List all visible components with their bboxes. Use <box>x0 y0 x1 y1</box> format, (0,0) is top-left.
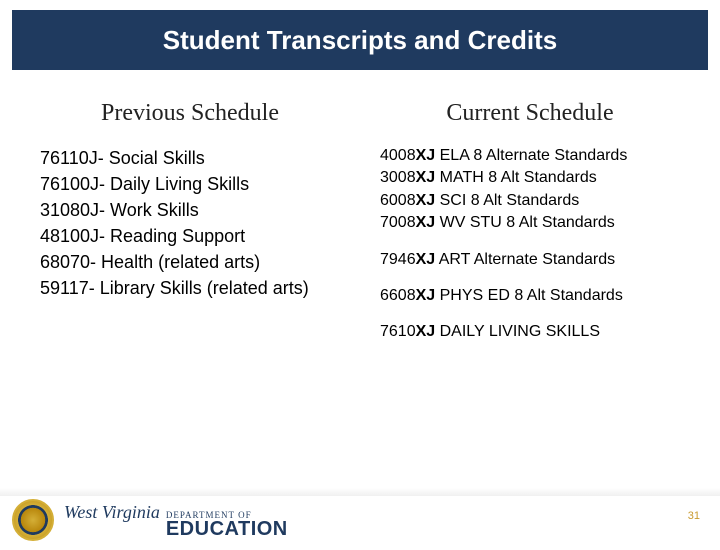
page-number: 31 <box>688 510 700 522</box>
code: 6008XJ <box>380 192 435 209</box>
education-word: EDUCATION <box>166 520 288 538</box>
code: 7946XJ <box>380 251 435 268</box>
label: MATH 8 Alt Standards <box>440 169 597 186</box>
title-bar: Student Transcripts and Credits <box>12 10 708 70</box>
list-item: 7946XJ ART Alternate Standards <box>380 249 680 271</box>
label: PHYS ED 8 Alt Standards <box>440 287 623 304</box>
code: 7008XJ <box>380 214 435 231</box>
state-seal-icon <box>12 499 54 541</box>
list-item: 76110J- Social Skills <box>40 145 340 171</box>
current-heading: Current Schedule <box>380 100 680 127</box>
list-item: 7610XJ DAILY LIVING SKILLS <box>380 321 680 343</box>
code: 3008XJ <box>380 169 435 186</box>
code: 7610XJ <box>380 323 435 340</box>
label: DAILY LIVING SKILLS <box>440 323 600 340</box>
content-area: Previous Schedule 76110J- Social Skills … <box>0 70 720 344</box>
previous-heading: Previous Schedule <box>40 100 340 127</box>
list-item: 6008XJ SCI 8 Alt Standards <box>380 190 680 212</box>
label: ART Alternate Standards <box>439 251 615 268</box>
state-name: West Virginia <box>64 502 160 523</box>
current-schedule-column: Current Schedule 4008XJ ELA 8 Alternate … <box>380 100 680 344</box>
previous-list: 76110J- Social Skills 76100J- Daily Livi… <box>40 145 340 302</box>
list-item: 31080J- Work Skills <box>40 197 340 223</box>
list-item: 68070- Health (related arts) <box>40 249 340 275</box>
list-item: 48100J- Reading Support <box>40 223 340 249</box>
list-item: 6608XJ PHYS ED 8 Alt Standards <box>380 285 680 307</box>
list-item: 7008XJ WV STU 8 Alt Standards <box>380 212 680 234</box>
list-item: 59117- Library Skills (related arts) <box>40 275 340 301</box>
code: 6608XJ <box>380 287 435 304</box>
label: ELA 8 Alternate Standards <box>440 147 628 164</box>
page-title: Student Transcripts and Credits <box>163 25 557 56</box>
previous-schedule-column: Previous Schedule 76110J- Social Skills … <box>40 100 340 344</box>
current-list: 4008XJ ELA 8 Alternate Standards 3008XJ … <box>380 145 680 344</box>
dept-stack: DEPARTMENT OF EDUCATION <box>166 511 288 538</box>
dept-logo: West Virginia DEPARTMENT OF EDUCATION <box>64 502 288 538</box>
list-item: 4008XJ ELA 8 Alternate Standards <box>380 145 680 167</box>
list-item: 3008XJ MATH 8 Alt Standards <box>380 167 680 189</box>
label: WV STU 8 Alt Standards <box>440 214 615 231</box>
footer: West Virginia DEPARTMENT OF EDUCATION 31 <box>0 490 720 550</box>
list-item: 76100J- Daily Living Skills <box>40 171 340 197</box>
code: 4008XJ <box>380 147 435 164</box>
label: SCI 8 Alt Standards <box>440 192 580 209</box>
